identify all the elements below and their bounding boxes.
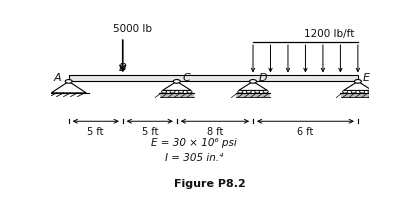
- Circle shape: [178, 91, 183, 93]
- Text: E = 30 × 10⁶ psi: E = 30 × 10⁶ psi: [151, 138, 236, 148]
- Circle shape: [353, 80, 360, 83]
- Circle shape: [246, 91, 251, 93]
- Text: 8 ft: 8 ft: [206, 127, 222, 137]
- Text: A: A: [53, 73, 61, 83]
- Text: 1200 lb/ft: 1200 lb/ft: [303, 29, 354, 39]
- Circle shape: [173, 80, 180, 83]
- Circle shape: [359, 91, 364, 93]
- Circle shape: [65, 80, 72, 83]
- FancyBboxPatch shape: [69, 76, 357, 81]
- Circle shape: [254, 91, 259, 93]
- Text: Figure P8.2: Figure P8.2: [174, 179, 245, 189]
- Circle shape: [263, 91, 267, 93]
- FancyBboxPatch shape: [160, 93, 193, 97]
- Text: B: B: [119, 64, 126, 73]
- Text: I = 305 in.⁴: I = 305 in.⁴: [165, 153, 223, 163]
- Circle shape: [170, 91, 175, 93]
- Text: 6 ft: 6 ft: [297, 127, 313, 137]
- Circle shape: [161, 91, 166, 93]
- Text: D: D: [258, 73, 267, 83]
- Polygon shape: [238, 81, 267, 91]
- FancyBboxPatch shape: [340, 93, 374, 97]
- Circle shape: [237, 91, 242, 93]
- Circle shape: [367, 91, 372, 93]
- Text: E: E: [362, 73, 369, 83]
- Text: 5000 lb: 5000 lb: [112, 24, 151, 34]
- Circle shape: [350, 91, 355, 93]
- Polygon shape: [343, 81, 371, 91]
- Polygon shape: [51, 81, 86, 93]
- Text: 5 ft: 5 ft: [141, 127, 157, 137]
- FancyBboxPatch shape: [236, 93, 269, 97]
- Text: C: C: [182, 73, 190, 83]
- Circle shape: [249, 80, 256, 83]
- Text: 5 ft: 5 ft: [87, 127, 104, 137]
- Polygon shape: [162, 81, 191, 91]
- Circle shape: [187, 91, 191, 93]
- Circle shape: [342, 91, 347, 93]
